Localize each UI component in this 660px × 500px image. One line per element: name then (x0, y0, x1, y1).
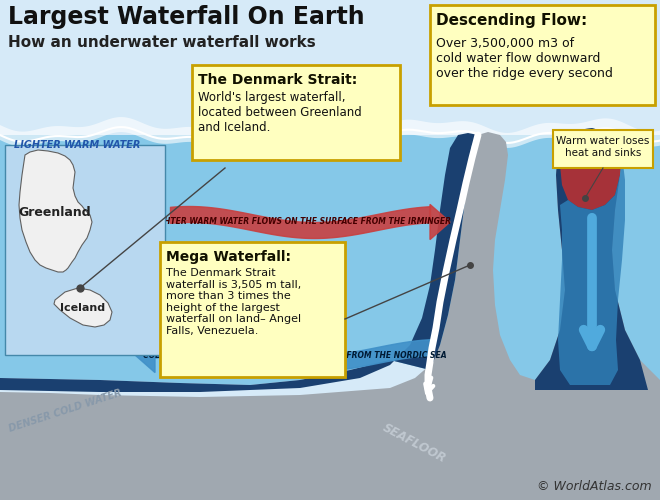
Polygon shape (0, 135, 660, 390)
Polygon shape (535, 128, 648, 390)
Text: World's largest waterfall,
located between Greenland
and Iceland.: World's largest waterfall, located betwe… (198, 91, 362, 134)
Polygon shape (560, 138, 622, 210)
Text: Descending Flow:: Descending Flow: (436, 13, 587, 28)
Text: The Denmark Strait
waterfall is 3,505 m tall,
more than 3 times the
height of th: The Denmark Strait waterfall is 3,505 m … (166, 268, 301, 336)
Text: SEAFLOOR: SEAFLOOR (380, 421, 447, 465)
FancyBboxPatch shape (192, 65, 400, 160)
FancyBboxPatch shape (160, 242, 345, 377)
Polygon shape (135, 338, 155, 372)
Text: Mega Waterfall:: Mega Waterfall: (166, 250, 291, 264)
Text: Over 3,500,000 m3 of
cold water flow downward
over the ridge every second: Over 3,500,000 m3 of cold water flow dow… (436, 37, 613, 80)
Text: © WorldAtlas.com: © WorldAtlas.com (537, 480, 652, 493)
Text: LIGHTER WARM WATER: LIGHTER WARM WATER (14, 140, 141, 150)
Text: The Denmark Strait:: The Denmark Strait: (198, 73, 357, 87)
Text: Warm water loses
heat and sinks: Warm water loses heat and sinks (556, 136, 649, 158)
Polygon shape (430, 204, 450, 240)
Text: LIGHTER WARM WATER FLOWS ON THE SURFACE FROM THE IRMINGER: LIGHTER WARM WATER FLOWS ON THE SURFACE … (150, 218, 451, 226)
Polygon shape (558, 155, 625, 385)
Text: How an underwater waterfall works: How an underwater waterfall works (8, 35, 315, 50)
Text: COLDER DENSER WATERS FLOW SOUTHBOUND FROM THE NORDIC SEA: COLDER DENSER WATERS FLOW SOUTHBOUND FRO… (143, 350, 447, 360)
Polygon shape (0, 133, 478, 392)
FancyBboxPatch shape (430, 5, 655, 105)
Polygon shape (54, 288, 112, 327)
FancyBboxPatch shape (553, 130, 653, 168)
Text: DENSER COLD WATER: DENSER COLD WATER (8, 388, 123, 434)
Text: Greenland: Greenland (18, 206, 91, 218)
Text: Iceland: Iceland (61, 303, 106, 313)
Bar (5, 145, 165, 355)
Polygon shape (19, 150, 92, 272)
Polygon shape (0, 128, 660, 500)
Text: Largest Waterfall On Earth: Largest Waterfall On Earth (8, 5, 364, 29)
